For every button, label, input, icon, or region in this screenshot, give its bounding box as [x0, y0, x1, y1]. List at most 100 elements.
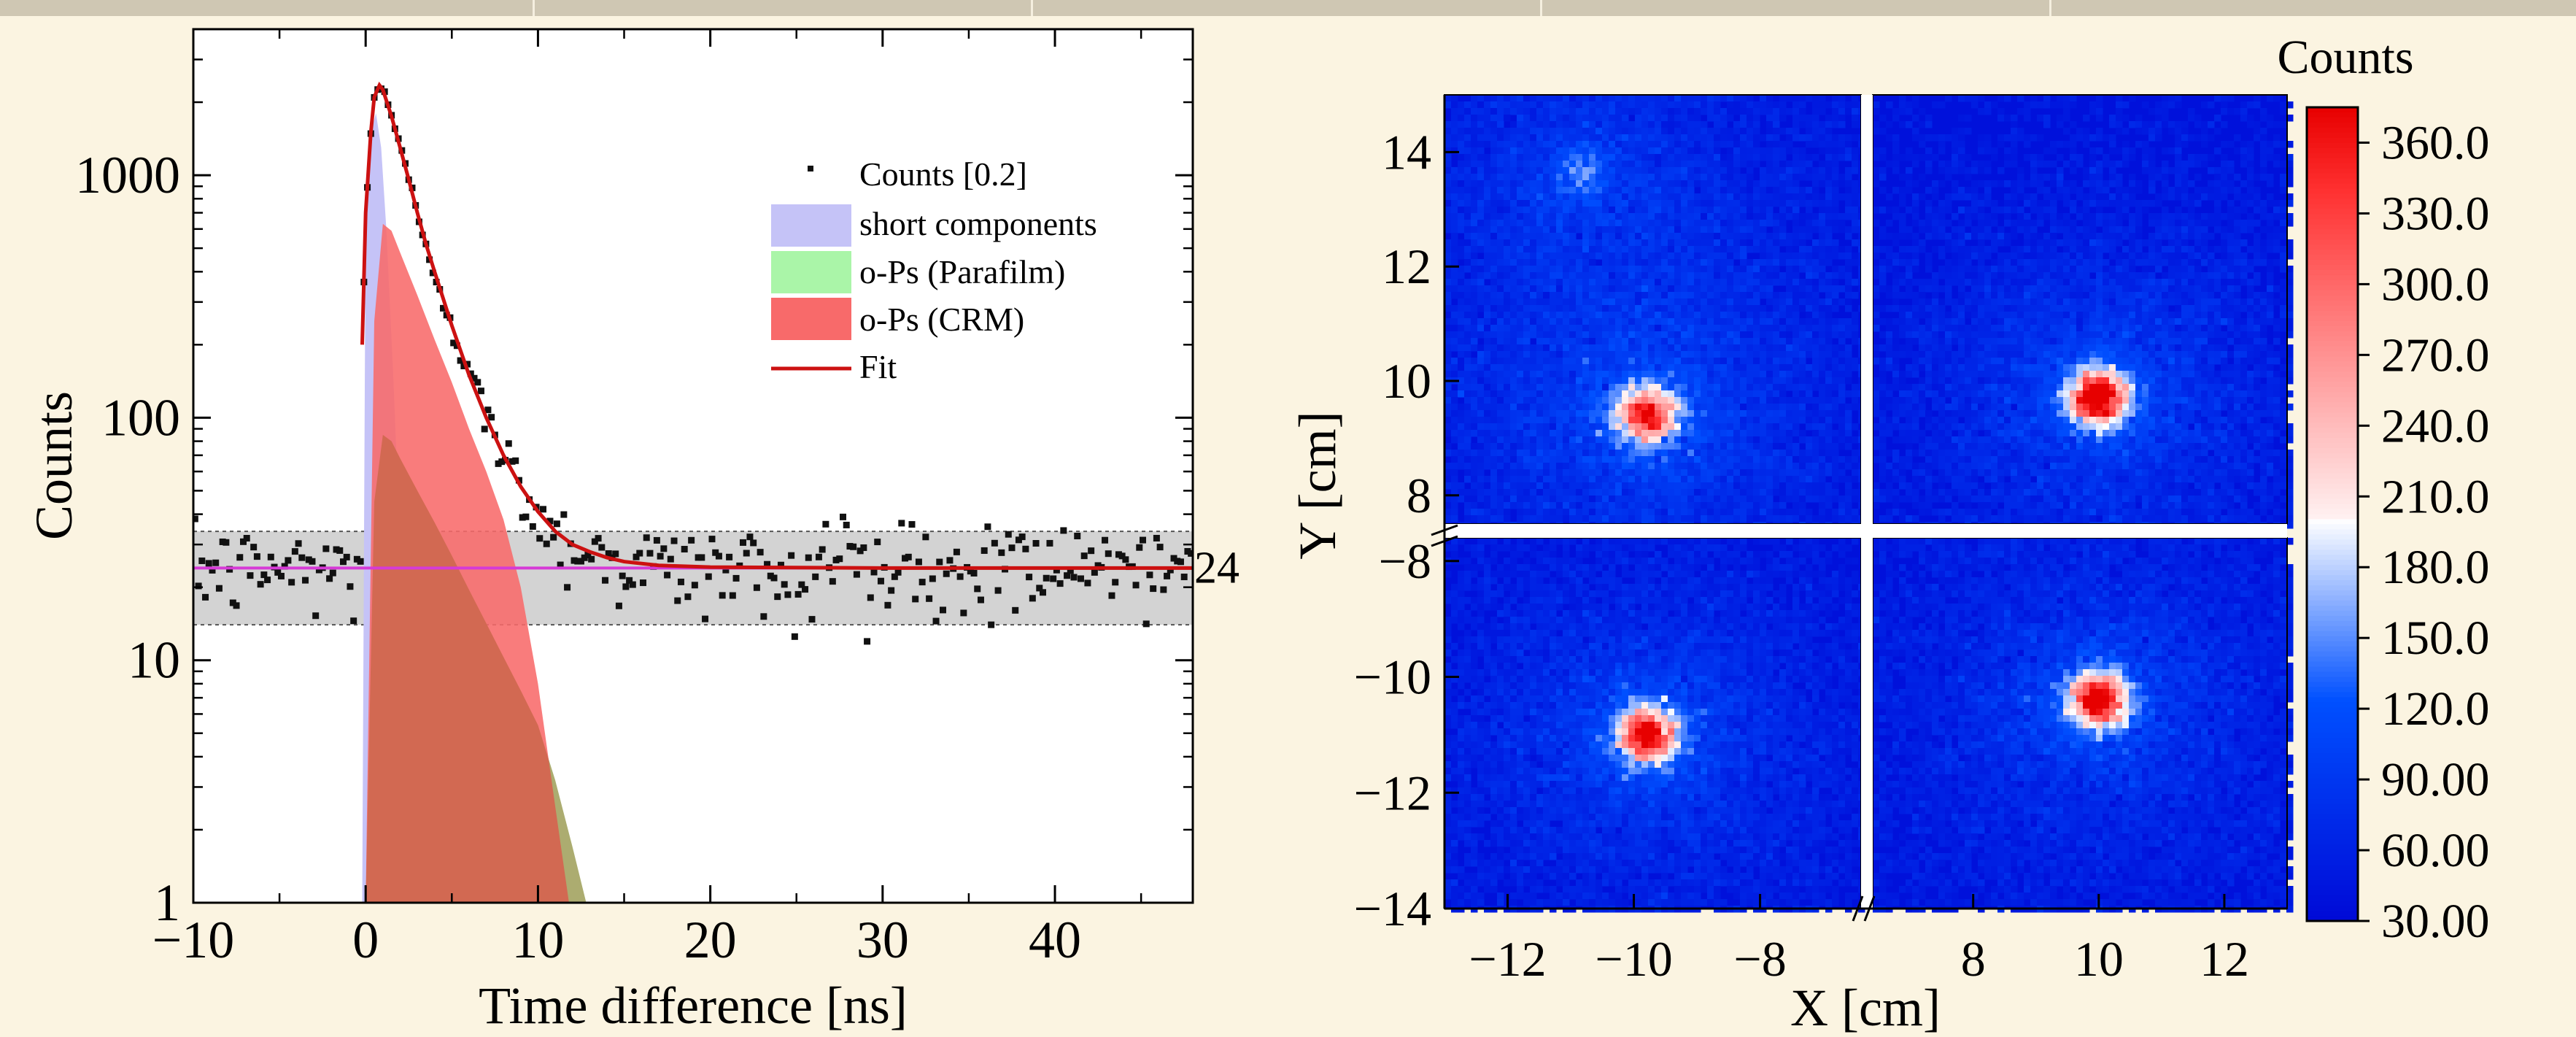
- heatmap-cell: [1517, 338, 1524, 345]
- heatmap-cell: [1628, 377, 1636, 385]
- heatmap-cell: [1687, 371, 1695, 378]
- count-point: [295, 540, 302, 547]
- heatmap-cell: [1852, 101, 1859, 109]
- count-point: [1029, 595, 1036, 602]
- heatmap-cell: [1845, 298, 1852, 306]
- heatmap-cell: [1819, 285, 1826, 293]
- heatmap-cell: [1510, 436, 1517, 444]
- heatmap-cell: [2208, 101, 2215, 109]
- heatmap-cell: [1753, 371, 1760, 378]
- heatmap-cell: [1806, 476, 1813, 483]
- heatmap-cell: [1694, 482, 1701, 490]
- heatmap-cell: [1477, 259, 1485, 266]
- count-point: [512, 457, 519, 464]
- heatmap-cell: [1510, 101, 1517, 109]
- heatmap-cell: [1444, 226, 1452, 234]
- heatmap-cell: [1727, 469, 1734, 477]
- heatmap-cell: [1687, 305, 1695, 312]
- heatmap-cell: [1490, 233, 1498, 240]
- heatmap-cell: [1892, 108, 1900, 115]
- heatmap-cell: [1740, 174, 1747, 181]
- heatmap-cell: [1576, 193, 1583, 201]
- heatmap-cell: [2096, 108, 2103, 115]
- heatmap-cell: [1451, 279, 1458, 286]
- heatmap-cell: [1609, 101, 1616, 109]
- heatmap-cell: [1458, 272, 1465, 280]
- heatmap-cell: [1906, 180, 1913, 188]
- heatmap-cell: [1484, 266, 1491, 273]
- heatmap-cell: [2089, 101, 2097, 109]
- heatmap-cell: [1832, 469, 1839, 477]
- heatmap-cell: [1779, 351, 1787, 358]
- heatmap-cell: [2004, 95, 2011, 102]
- heatmap-cell: [1536, 476, 1544, 483]
- heatmap-cell: [1819, 331, 1826, 339]
- heatmap-cell: [1563, 443, 1570, 450]
- heatmap-cell: [1622, 502, 1629, 509]
- count-point: [488, 414, 495, 421]
- heatmap-cell: [1458, 496, 1465, 503]
- heatmap-cell: [1720, 331, 1728, 339]
- y-tick-label: 100: [101, 388, 180, 447]
- heatmap-cell: [1615, 207, 1622, 214]
- count-point: [846, 543, 854, 550]
- heatmap-cell: [1812, 489, 1819, 496]
- heatmap-cell: [1504, 404, 1511, 411]
- heatmap-cell: [1825, 161, 1833, 168]
- heatmap-cell: [1497, 121, 1504, 128]
- heatmap-cell: [1766, 115, 1774, 122]
- count-point: [1070, 574, 1078, 581]
- heatmap-cell: [2175, 180, 2182, 188]
- heatmap-cell: [1779, 108, 1787, 115]
- heatmap-cell: [1852, 154, 1859, 161]
- heatmap-cell: [1806, 95, 1813, 102]
- heatmap-cell: [2234, 134, 2241, 142]
- heatmap-cell: [1641, 207, 1649, 214]
- heatmap-cell: [1760, 404, 1767, 411]
- heatmap-cell: [1497, 325, 1504, 332]
- heatmap-cell: [1687, 489, 1695, 496]
- count-point: [236, 554, 244, 561]
- heatmap-cell: [1714, 101, 1721, 109]
- heatmap-cell: [1668, 404, 1675, 411]
- heatmap-cell: [1497, 469, 1504, 477]
- heatmap-cell: [1694, 515, 1701, 523]
- heatmap-cell: [1832, 344, 1839, 352]
- heatmap-cell: [1760, 417, 1767, 424]
- heatmap-cell: [1707, 344, 1714, 352]
- heatmap-cell: [1497, 239, 1504, 247]
- heatmap-cell: [1569, 502, 1577, 509]
- heatmap-cell: [1668, 312, 1675, 319]
- heatmap-cell: [1497, 351, 1504, 358]
- heatmap-cell: [1832, 220, 1839, 227]
- heatmap-cell: [1497, 226, 1504, 234]
- heatmap-cell: [1602, 246, 1609, 253]
- heatmap-cell: [1812, 95, 1819, 102]
- count-point: [205, 560, 212, 567]
- heatmap-cell: [1714, 430, 1721, 437]
- heatmap-cell: [1694, 331, 1701, 339]
- heatmap-cell: [1786, 450, 1793, 457]
- heatmap-cell: [1812, 272, 1819, 280]
- heatmap-cell: [1845, 193, 1852, 201]
- heatmap-cell: [1609, 128, 1616, 135]
- heatmap-cell: [1812, 496, 1819, 503]
- heatmap-cell: [2030, 167, 2038, 174]
- heatmap-cell: [1773, 318, 1780, 325]
- heatmap-cell: [1596, 443, 1603, 450]
- heatmap-cell: [1747, 220, 1754, 227]
- heatmap-cell: [1484, 207, 1491, 214]
- heatmap-cell: [1707, 515, 1714, 523]
- heatmap-cell: [1622, 292, 1629, 299]
- heatmap-cell: [2168, 147, 2175, 155]
- count-point: [1094, 562, 1102, 569]
- heatmap-cell: [1602, 174, 1609, 181]
- heatmap-cell: [1707, 233, 1714, 240]
- heatmap-cell: [1596, 305, 1603, 312]
- heatmap-cell: [1451, 423, 1458, 431]
- heatmap-cell: [1602, 325, 1609, 332]
- heatmap-cell: [1596, 180, 1603, 188]
- heatmap-cell: [1530, 226, 1537, 234]
- heatmap-cell: [1832, 358, 1839, 365]
- heatmap-cell: [2267, 115, 2274, 122]
